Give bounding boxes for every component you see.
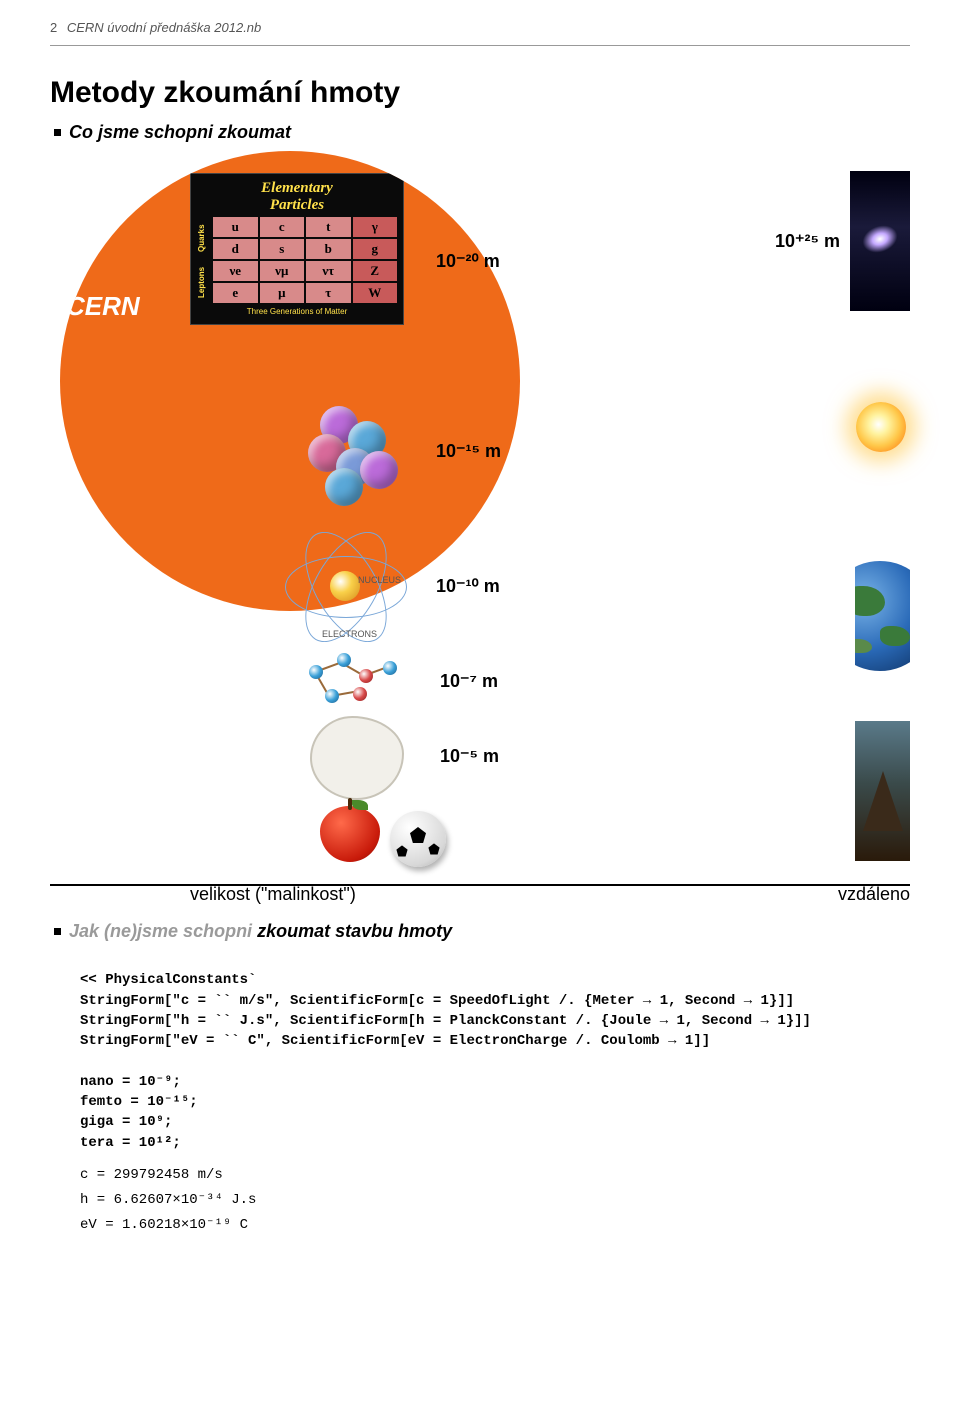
header-rule	[50, 45, 910, 46]
code-l7: femto = 10⁻¹⁵;	[80, 1094, 198, 1110]
galaxy-icon	[850, 171, 910, 311]
board-foot: Three Generations of Matter	[197, 307, 397, 316]
cell-vm: νμ	[260, 261, 305, 281]
bullet-icon	[54, 928, 61, 935]
bullet-2-black: zkoumat stavbu hmoty	[257, 921, 452, 941]
axis-right: vzdáleno	[838, 884, 910, 905]
bullet-icon	[54, 129, 61, 136]
cell-tau: τ	[306, 283, 351, 303]
cell-vt: ντ	[306, 261, 351, 281]
atom-nucleus-label: NUCLEUS	[358, 575, 401, 585]
bullet-1-text: Co jsme schopni zkoumat	[69, 122, 291, 143]
notebook-title: CERN úvodní přednáška 2012.nb	[67, 20, 261, 35]
soccer-ball-icon	[390, 811, 446, 867]
scale-5: 10⁻⁵ m	[440, 746, 499, 767]
board-title: Elementary Particles	[197, 180, 397, 213]
output-block: c = 299792458 m/s h = 6.62607×10⁻³⁴ J.s …	[80, 1163, 910, 1239]
cell-gamma: γ	[353, 217, 398, 237]
cell-e: e	[213, 283, 258, 303]
code-l9: tera = 10¹²;	[80, 1135, 181, 1151]
scale-figure: CERN Elementary Particles Quarks u c t γ…	[50, 151, 910, 891]
cell-W: W	[353, 283, 398, 303]
bullet-2: Jak (ne)jsme schopni zkoumat stavbu hmot…	[54, 921, 910, 942]
scale-20: 10⁻²⁰ m	[436, 251, 500, 272]
cell-g: g	[353, 239, 398, 259]
earth-icon	[855, 546, 910, 676]
volcano-icon	[855, 721, 910, 861]
row-label-leptons: Leptons	[197, 261, 211, 303]
cell-Z: Z	[353, 261, 398, 281]
scale-7: 10⁻⁷ m	[440, 671, 498, 692]
bullet-1: Co jsme schopni zkoumat	[54, 122, 910, 143]
axis-line	[50, 884, 910, 886]
out-h: h = 6.62607×10⁻³⁴ J.s	[80, 1188, 910, 1213]
code-l6: nano = 10⁻⁹;	[80, 1074, 181, 1090]
cell-t: t	[306, 217, 351, 237]
code-l8: giga = 10⁹;	[80, 1114, 172, 1130]
code-block: << PhysicalConstants` StringForm["c = ``…	[80, 950, 910, 1153]
out-c: c = 299792458 m/s	[80, 1163, 910, 1188]
cell-c: c	[260, 217, 305, 237]
cell-ve: νe	[213, 261, 258, 281]
bullet-2-gray: Jak (ne)jsme schopni	[69, 921, 252, 941]
cell-d: d	[213, 239, 258, 259]
apple-icon	[320, 806, 380, 862]
nucleus-icon	[290, 396, 410, 516]
out-ev: eV = 1.60218×10⁻¹⁹ C	[80, 1213, 910, 1238]
scale-25: 10⁺²⁵ m	[775, 231, 840, 252]
page-number: 2	[50, 20, 57, 35]
scale-10: 10⁻¹⁰ m	[436, 576, 500, 597]
code-l2: StringForm["c = `` m/s", ScientificForm[…	[80, 993, 794, 1009]
page-title: Metody zkoumání hmoty	[50, 76, 910, 110]
cell-mu: μ	[260, 283, 305, 303]
code-l4: StringForm["eV = `` C", ScientificForm[e…	[80, 1033, 710, 1049]
cell-s: s	[260, 239, 305, 259]
cern-label: CERN	[66, 291, 140, 322]
particle-board: Elementary Particles Quarks u c t γ d s …	[190, 173, 404, 325]
scale-15: 10⁻¹⁵ m	[436, 441, 501, 462]
bullet-2-text: Jak (ne)jsme schopni zkoumat stavbu hmot…	[69, 921, 452, 942]
axis-left: velikost ("malinkost")	[190, 884, 356, 905]
row-label-quarks: Quarks	[197, 217, 211, 259]
cell-icon	[310, 716, 404, 800]
atom-electrons-label: ELECTRONS	[322, 629, 377, 639]
cell-b: b	[306, 239, 351, 259]
code-l3: StringForm["h = `` J.s", ScientificForm[…	[80, 1013, 811, 1029]
sun-icon	[852, 376, 910, 481]
molecule-icon	[295, 641, 405, 721]
atom-icon: NUCLEUS ELECTRONS	[280, 521, 410, 651]
cell-u: u	[213, 217, 258, 237]
code-l1: << PhysicalConstants`	[80, 972, 256, 988]
page-header: 2 CERN úvodní přednáška 2012.nb	[50, 20, 910, 35]
